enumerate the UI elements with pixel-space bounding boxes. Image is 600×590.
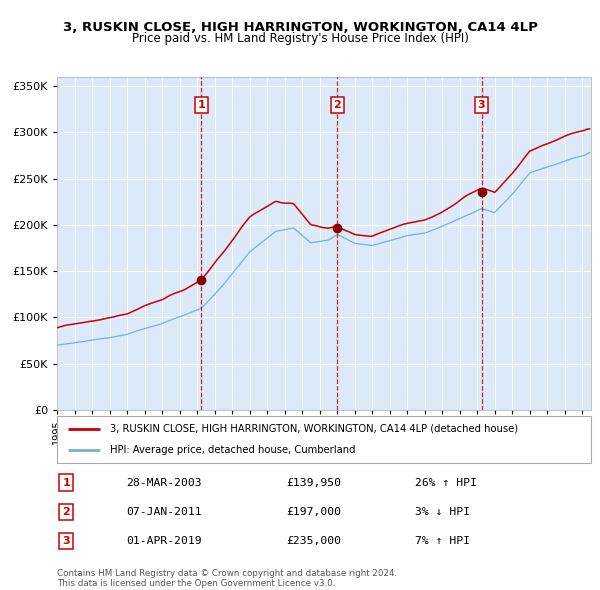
Text: 2: 2 xyxy=(62,507,70,517)
Text: 1: 1 xyxy=(62,477,70,487)
FancyBboxPatch shape xyxy=(57,416,591,463)
Text: £139,950: £139,950 xyxy=(287,477,341,487)
Text: 3% ↓ HPI: 3% ↓ HPI xyxy=(415,507,470,517)
Text: Contains HM Land Registry data © Crown copyright and database right 2024.
This d: Contains HM Land Registry data © Crown c… xyxy=(57,569,397,588)
Text: £197,000: £197,000 xyxy=(287,507,341,517)
Text: 3: 3 xyxy=(478,100,485,110)
Text: 26% ↑ HPI: 26% ↑ HPI xyxy=(415,477,476,487)
Text: 2: 2 xyxy=(334,100,341,110)
Text: 01-APR-2019: 01-APR-2019 xyxy=(127,536,202,546)
Text: 7% ↑ HPI: 7% ↑ HPI xyxy=(415,536,470,546)
Text: 3: 3 xyxy=(62,536,70,546)
Text: HPI: Average price, detached house, Cumberland: HPI: Average price, detached house, Cumb… xyxy=(110,445,356,455)
Text: £235,000: £235,000 xyxy=(287,536,341,546)
Text: 3, RUSKIN CLOSE, HIGH HARRINGTON, WORKINGTON, CA14 4LP (detached house): 3, RUSKIN CLOSE, HIGH HARRINGTON, WORKIN… xyxy=(110,424,518,434)
Text: 3, RUSKIN CLOSE, HIGH HARRINGTON, WORKINGTON, CA14 4LP: 3, RUSKIN CLOSE, HIGH HARRINGTON, WORKIN… xyxy=(62,21,538,34)
Text: 07-JAN-2011: 07-JAN-2011 xyxy=(127,507,202,517)
Text: Price paid vs. HM Land Registry's House Price Index (HPI): Price paid vs. HM Land Registry's House … xyxy=(131,32,469,45)
Text: 28-MAR-2003: 28-MAR-2003 xyxy=(127,477,202,487)
Text: 1: 1 xyxy=(197,100,205,110)
